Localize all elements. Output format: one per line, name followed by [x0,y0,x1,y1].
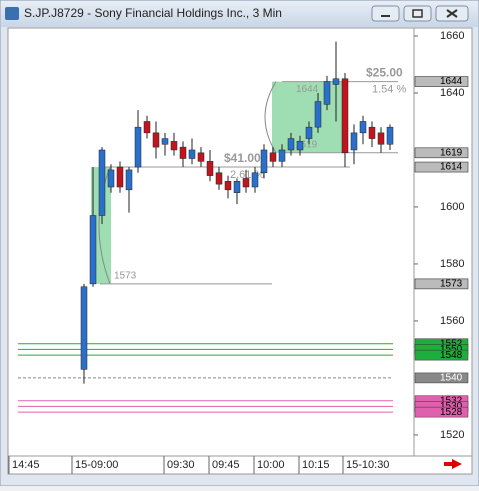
candle-body [314,101,322,128]
window-title: S.JP.J8729 - Sony Financial Holdings Inc… [24,6,282,20]
x-tick-label: 10:00 [257,459,285,471]
maximize-button[interactable] [403,5,432,22]
candle-body [359,121,367,134]
price-marker-label: 1644 [440,76,463,87]
candle-body [368,126,376,139]
candle-body [170,141,178,151]
range-arc [264,81,277,154]
scroll-arrow[interactable] [444,459,462,469]
level-label: 1552 [440,338,463,349]
x-tick-label: 15-09:00 [75,459,118,471]
price-marker [414,278,469,290]
range-percent: 1.54 % [372,83,406,95]
price-marker-label: 1614 [440,162,463,173]
plot-area [7,27,415,457]
candle-body [269,152,277,162]
candle-body [386,126,394,145]
candle-body [89,215,97,285]
candle-body [287,138,295,151]
x-tick-label: 10:15 [302,459,330,471]
candle-body [251,172,259,188]
level-label: 1530 [440,401,463,412]
candle-body [206,161,214,176]
candle-body [179,146,187,159]
level-marker [414,349,469,361]
candle-body [323,81,331,105]
candle-body [296,141,304,151]
candle-body [188,149,196,159]
plot: 1520 1560 1580 1600 1640 1660 14:45 15-09:00 09:… [8,30,469,474]
x-tick-label: 14:45 [12,459,40,471]
candle-body [215,172,223,185]
x-tick-label: 15-10:30 [346,459,389,471]
y-tick-label: 1660 [440,30,464,42]
candle-body [224,181,232,191]
price-marker-label: 1619 [440,147,463,158]
minimize-button[interactable] [371,5,400,22]
level-label: 1532 [440,395,463,406]
candle-body [98,149,106,216]
price-marker [414,161,469,173]
price-marker [414,147,469,159]
candle-body [260,149,268,174]
window-buttons[interactable] [371,5,469,22]
level-marker [414,372,469,384]
candle-body [152,132,160,148]
candle-body [278,149,286,162]
candle-body [116,166,124,188]
y-tick-label: 1560 [440,315,464,327]
level-marker [414,406,469,418]
candle-body [332,78,340,85]
range-arc [98,166,111,285]
candle-body [161,138,169,145]
y-tick-label: 1580 [440,258,464,270]
price-marker-label: 1573 [440,279,463,290]
range-high-label: 1644 [296,84,319,95]
price-marker [414,76,469,87]
level-label: 1550 [440,344,463,355]
candle-body [305,126,313,139]
candle-body [125,169,133,191]
candle-body [134,126,142,168]
range-low-label: 1573 [114,271,137,282]
candle-body [80,286,88,370]
range-change: $41.00 [224,151,261,165]
app-icon [5,7,19,20]
x-tick-label: 09:45 [212,459,240,471]
y-tick-label: 1520 [440,429,464,441]
candle-body [350,132,358,151]
candle-body [107,169,115,188]
range-low-label: 1619 [295,139,318,150]
x-tick-label: 09:30 [167,459,195,471]
time-axis [7,455,473,475]
level-label: 1528 [440,407,463,418]
candle-body [197,152,205,162]
candle-body [377,132,385,145]
candle-body [242,178,250,188]
level-label: 1540 [440,373,463,384]
y-tick-label: 1600 [440,201,464,213]
candle-body [233,181,241,193]
y-tick-label: 1640 [440,87,464,99]
price-axis [413,27,473,457]
candle-body [143,121,151,134]
range-change: $25.00 [366,66,403,80]
candle-body [341,78,349,154]
level-label: 1548 [440,350,463,361]
